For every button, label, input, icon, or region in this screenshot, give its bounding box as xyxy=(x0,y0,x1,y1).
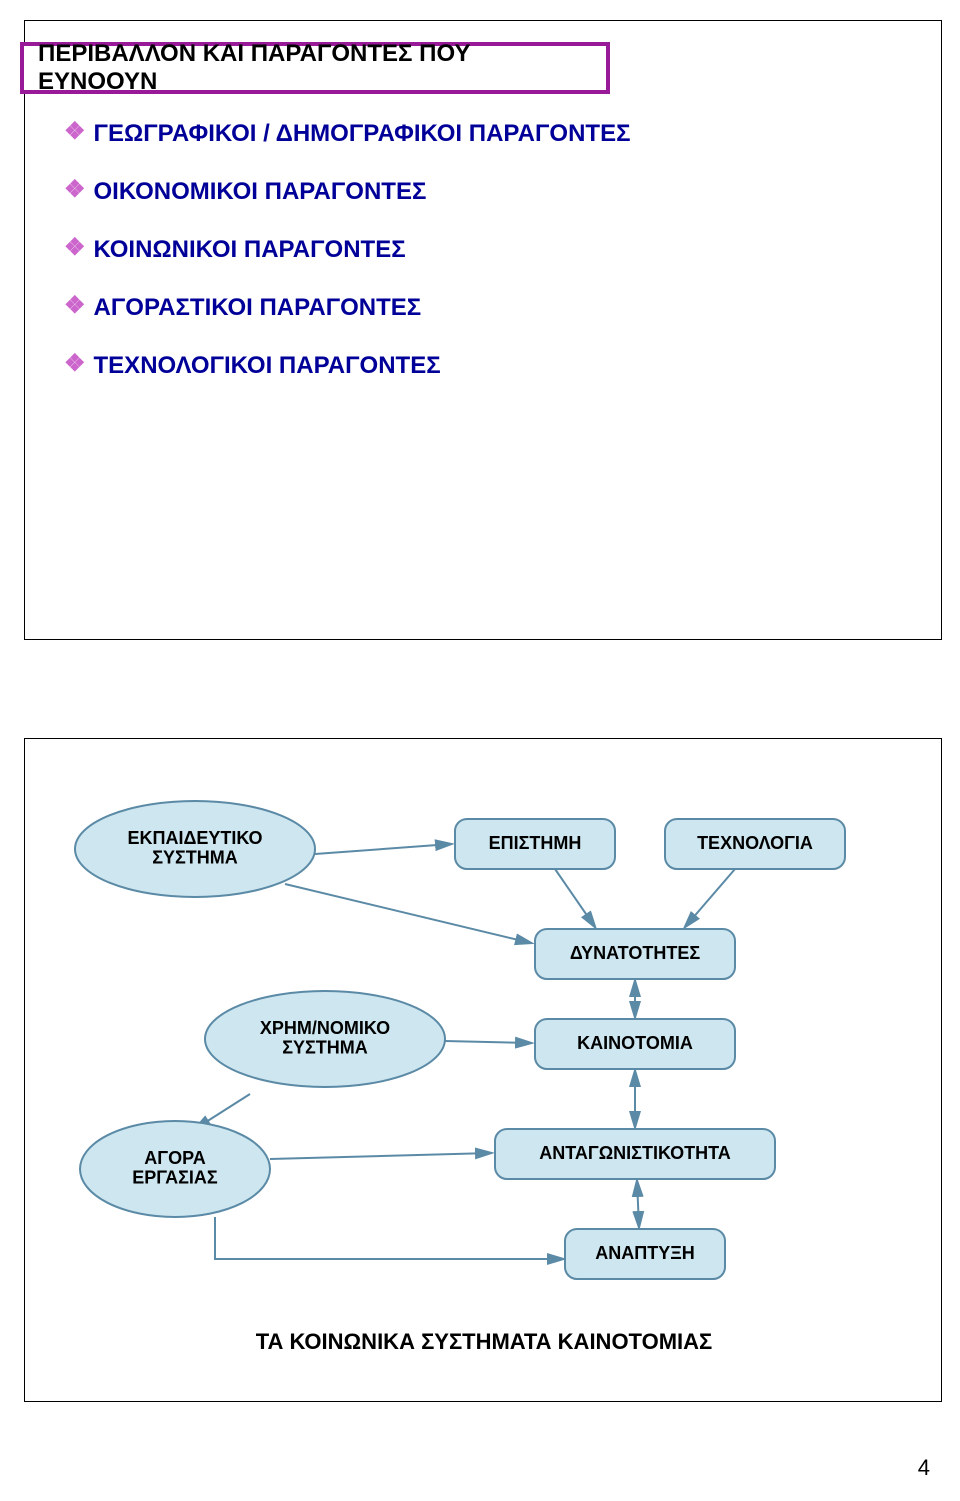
edge xyxy=(637,1181,639,1227)
bullet-symbol: ❖ xyxy=(64,120,86,144)
bullet-item: ❖ ΚΟΙΝΩΝΙΚΟΙ ΠΑΡΑΓΟΝΤΕΣ xyxy=(64,236,902,264)
panel-diagram: ΕΚΠΑΙΔΕΥΤΙΚΟΣΥΣΤΗΜΑΧΡΗΜ/ΝΟΜΙΚΟΣΥΣΤΗΜΑΑΓΟ… xyxy=(24,738,942,1402)
edge xyxy=(270,1153,491,1159)
bullet-label: ΤΕΧΝΟΛΟΓΙΚΟΙ ΠΑΡΑΓΟΝΤΕΣ xyxy=(94,352,441,380)
node-label: ΕΚΠΑΙΔΕΥΤΙΚΟ xyxy=(127,828,262,848)
page: ΠΕΡΙΒΑΛΛΟΝ ΚΑΙ ΠΑΡΑΓΟΝΤΕΣ ΠΟΥ ΕΥΝΟΟΥΝ ❖ Γ… xyxy=(0,0,960,1501)
edge xyxy=(555,869,595,927)
page-number: 4 xyxy=(918,1455,930,1481)
node-label: ΤΕΧΝΟΛΟΓΙΑ xyxy=(697,833,813,853)
diagram-svg: ΕΚΠΑΙΔΕΥΤΙΚΟΣΥΣΤΗΜΑΧΡΗΜ/ΝΟΜΙΚΟΣΥΣΤΗΜΑΑΓΟ… xyxy=(25,739,943,1403)
bullet-label: ΚΟΙΝΩΝΙΚΟΙ ΠΑΡΑΓΟΝΤΕΣ xyxy=(94,236,406,264)
title-text: ΠΕΡΙΒΑΛΛΟΝ ΚΑΙ ΠΑΡΑΓΟΝΤΕΣ ΠΟΥ ΕΥΝΟΟΥΝ xyxy=(38,40,592,96)
bullet-label: ΓΕΩΓΡΑΦΙΚΟΙ / ΔΗΜΟΓΡΑΦΙΚΟΙ ΠΑΡΑΓΟΝΤΕΣ xyxy=(94,120,631,148)
node-label: ΔΥΝΑΤΟΤΗΤΕΣ xyxy=(570,943,700,963)
edge xyxy=(685,869,735,927)
edge xyxy=(285,884,531,943)
node-label: ΣΥΣΤΗΜΑ xyxy=(282,1038,368,1058)
bullet-item: ❖ ΟΙΚΟΝΟΜΙΚΟΙ ΠΑΡΑΓΟΝΤΕΣ xyxy=(64,178,902,206)
node-label: ΑΝΤΑΓΩΝΙΣΤΙΚΟΤΗΤΑ xyxy=(539,1143,731,1163)
edge xyxy=(445,1041,531,1043)
diagram-caption: ΤΑ ΚΟΙΝΩΝΙΚΑ ΣΥΣΤΗΜΑΤΑ ΚΑΙΝΟΤΟΜΙΑΣ xyxy=(256,1329,713,1354)
bullet-item: ❖ ΓΕΩΓΡΑΦΙΚΟΙ / ΔΗΜΟΓΡΑΦΙΚΟΙ ΠΑΡΑΓΟΝΤΕΣ xyxy=(64,120,902,148)
bullet-symbol: ❖ xyxy=(64,236,86,260)
edge xyxy=(215,1217,563,1259)
node-label: ΧΡΗΜ/ΝΟΜΙΚΟ xyxy=(260,1018,390,1038)
bullet-item: ❖ ΑΓΟΡΑΣΤΙΚΟΙ ΠΑΡΑΓΟΝΤΕΣ xyxy=(64,294,902,322)
node-label: ΑΓΟΡΑ xyxy=(144,1148,206,1168)
node-label: ΚΑΙΝΟΤΟΜΙΑ xyxy=(577,1033,693,1053)
bullet-symbol: ❖ xyxy=(64,178,86,202)
bullet-symbol: ❖ xyxy=(64,294,86,318)
bullet-label: ΟΙΚΟΝΟΜΙΚΟΙ ΠΑΡΑΓΟΝΤΕΣ xyxy=(94,178,427,206)
title-box: ΠΕΡΙΒΑΛΛΟΝ ΚΑΙ ΠΑΡΑΓΟΝΤΕΣ ΠΟΥ ΕΥΝΟΟΥΝ xyxy=(20,42,610,94)
node-label: ΣΥΣΤΗΜΑ xyxy=(152,848,238,868)
node-label: ΕΡΓΑΣΙΑΣ xyxy=(132,1168,218,1188)
bullet-symbol: ❖ xyxy=(64,352,86,376)
node-label: ΕΠΙΣΤΗΜΗ xyxy=(489,833,582,853)
edge xyxy=(315,844,451,854)
bullet-item: ❖ ΤΕΧΝΟΛΟΓΙΚΟΙ ΠΑΡΑΓΟΝΤΕΣ xyxy=(64,352,902,380)
node-label: ΑΝΑΠΤΥΞΗ xyxy=(595,1243,695,1263)
bullet-label: ΑΓΟΡΑΣΤΙΚΟΙ ΠΑΡΑΓΟΝΤΕΣ xyxy=(94,294,422,322)
bullet-list: ❖ ΓΕΩΓΡΑΦΙΚΟΙ / ΔΗΜΟΓΡΑΦΙΚΟΙ ΠΑΡΑΓΟΝΤΕΣ ❖ Ο… xyxy=(64,120,902,410)
